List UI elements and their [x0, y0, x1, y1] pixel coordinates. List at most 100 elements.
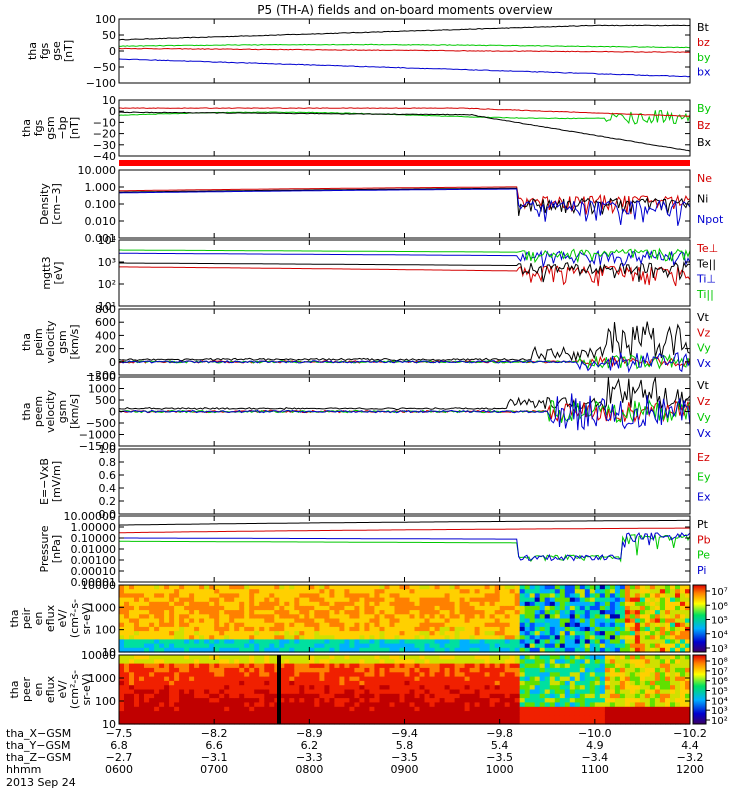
legend-Npot: Npot	[697, 213, 724, 226]
y-tick-label: 600	[95, 316, 116, 329]
y-tick-label: −200	[86, 369, 116, 382]
y-tick-label: 0.100	[85, 198, 117, 211]
legend-By: By	[697, 102, 712, 115]
legend-by: by	[697, 51, 711, 64]
x-tick-label: 1200	[676, 763, 704, 776]
y-tick-label: 10	[102, 94, 116, 107]
series-Vt	[119, 377, 690, 411]
x-tick-label: −3.2	[677, 751, 704, 764]
x-tick-label: −3.5	[391, 751, 418, 764]
legend-Pb: Pb	[697, 533, 711, 546]
y-tick-label: −1000	[79, 429, 116, 442]
y-tick-label: 800	[95, 303, 116, 316]
x-tick-label: 0800	[295, 763, 323, 776]
panel-fgs_gsm: 100−10−20−30−40 thafgsgsm−bp[nT] By Bz Bx	[20, 94, 712, 163]
panel-peer_spectrogram: 10000 1000 100 10 thapeerenefluxeV/(cm²-s-sr…	[8, 649, 728, 731]
x-tick-label: −2.7	[106, 751, 133, 764]
legend-Vt: Vt	[697, 379, 710, 392]
y-tick-label: 1.00000	[71, 521, 117, 534]
y-tick-label: 10⁴	[98, 234, 117, 247]
y-tick-label: 0	[109, 105, 116, 118]
series-Pt	[119, 519, 690, 526]
y-tick-label: 100	[95, 624, 116, 637]
x-tick-label: −3.3	[296, 751, 323, 764]
y-tick-label: 50	[102, 29, 116, 42]
y-tick-label: −40	[93, 150, 116, 163]
legend-bz: bz	[697, 36, 710, 49]
x-tick-label: 1100	[581, 763, 609, 776]
x-tick-label: −10.0	[578, 727, 612, 740]
legend-Te⊥: Te⊥	[696, 242, 718, 255]
y-tick-label: 0.2	[99, 495, 117, 508]
colorbar	[692, 654, 707, 725]
legend-Vx: Vx	[697, 427, 712, 440]
x-tick-label: −10.2	[673, 727, 707, 740]
colorbar-label: 10⁷	[711, 587, 728, 598]
y-tick-label: 10.00000	[64, 510, 117, 523]
series-Te⊥	[119, 265, 690, 287]
series-by	[119, 43, 690, 49]
y-axis-label: thafgsgse[nT]	[26, 40, 75, 62]
series-Pb	[119, 527, 690, 534]
x-row-label: tha_X−GSM	[6, 727, 71, 740]
colorbar-label: 10⁸	[711, 657, 728, 668]
x-tick-label: 1000	[486, 763, 514, 776]
x-tick-label: 0700	[200, 763, 228, 776]
y-tick-label: 1500	[88, 371, 116, 384]
x-tick-label: 5.8	[396, 739, 414, 752]
y-tick-label: −10	[93, 116, 116, 129]
y-axis-label: E=−VxB[mV/m]	[38, 458, 63, 505]
x-tick-label: −9.4	[391, 727, 418, 740]
y-tick-label: −500	[86, 417, 116, 430]
y-tick-label: 10²	[98, 278, 116, 291]
series-Vz	[119, 400, 690, 423]
series-Bz	[119, 107, 690, 117]
series-Te||	[119, 261, 690, 283]
date-label: 2013 Sep 24	[6, 776, 76, 789]
colorbar-label: 10²	[711, 716, 728, 727]
colorbar-label: 10³	[711, 706, 728, 717]
x-tick-label: −9.8	[486, 727, 513, 740]
y-tick-label: 0.01000	[71, 543, 117, 556]
series-Vt	[119, 321, 690, 363]
y-tick-label: 0	[109, 356, 116, 369]
y-axis-label: thapeemvelocitygsm[km/s]	[20, 390, 81, 433]
x-tick-label: 6.8	[110, 739, 128, 752]
legend-Vy: Vy	[697, 342, 711, 355]
y-axis-label: Pressure[nPa]	[38, 525, 63, 572]
legend-Bz: Bz	[697, 119, 711, 132]
x-tick-label: −3.4	[581, 751, 608, 764]
panel-frame	[118, 448, 691, 515]
y-tick-label: 1000	[88, 672, 116, 685]
series-Vx	[119, 393, 690, 431]
legend-Ez: Ez	[697, 451, 710, 464]
legend-Pt: Pt	[697, 518, 709, 531]
y-tick-label: 0.10000	[71, 532, 117, 545]
x-axis: tha_X−GSM −7.5 −8.2 −8.9 −9.4 −9.8 −10.0 −10.2 t…	[6, 727, 707, 789]
chart-title: P5 (TH-A) fields and on-board moments ov…	[257, 3, 553, 17]
y-axis-label: thapeerenefluxeV/(cm²-s-sr-eV)	[8, 670, 93, 709]
x-tick-label: 5.4	[491, 739, 509, 752]
legend-Ne: Ne	[697, 172, 712, 185]
flag-bar	[119, 160, 690, 166]
colorbar-label: 10⁶	[711, 677, 728, 688]
y-tick-label: 10.000	[78, 164, 117, 177]
legend-Ti||: Ti||	[696, 288, 714, 301]
x-tick-label: −3.5	[486, 751, 513, 764]
y-tick-label: 0.00100	[71, 554, 117, 567]
y-tick-label: −20	[93, 128, 116, 141]
x-tick-label: 4.4	[681, 739, 699, 752]
y-tick-label: 1000	[88, 383, 116, 396]
x-tick-label: 6.2	[301, 739, 319, 752]
colorbar-label: 10⁵	[711, 616, 728, 627]
series-Ti⊥	[119, 249, 690, 268]
y-axis-label: Density[cm−3]	[38, 183, 63, 225]
series-Pi	[119, 532, 690, 562]
panel-peir_spectrogram: 10000 1000 100 10 thapeirenefluxeV/(cm²-s-sr…	[8, 579, 728, 659]
x-tick-label: −8.9	[296, 727, 323, 740]
legend-Vx: Vx	[697, 357, 712, 370]
y-tick-label: 0.4	[99, 482, 117, 495]
y-axis-label: thafgsgsm−bp[nT]	[20, 116, 81, 139]
